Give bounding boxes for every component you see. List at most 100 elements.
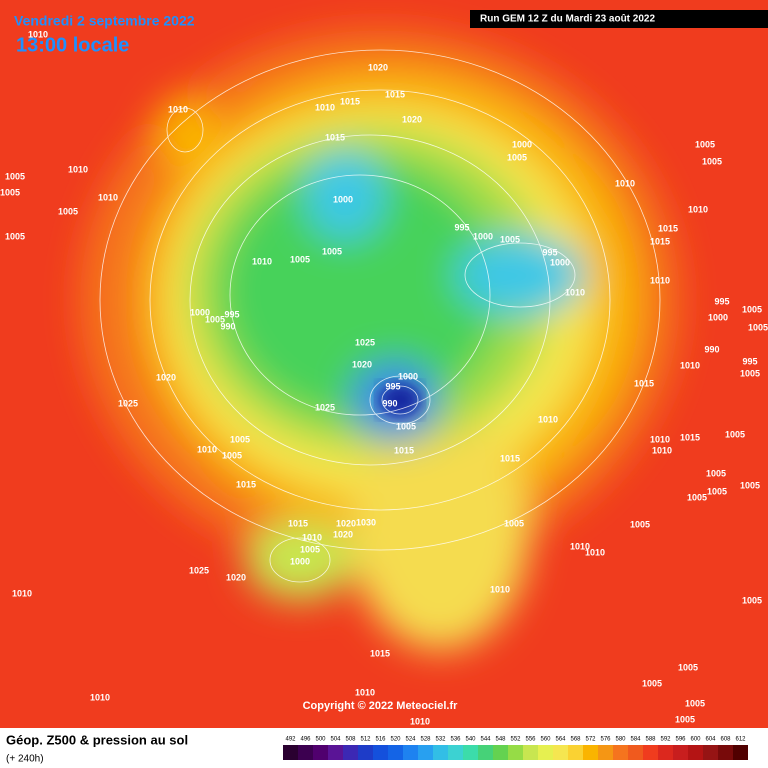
colorbar-tick: 548 bbox=[495, 737, 506, 743]
colorbar-swatch bbox=[568, 745, 583, 760]
pressure-label: 1000 bbox=[333, 194, 353, 204]
pressure-label: 1015 bbox=[658, 223, 678, 233]
colorbar-swatch bbox=[598, 745, 613, 760]
colorbar-swatch bbox=[658, 745, 673, 760]
colorbar-swatch bbox=[328, 745, 343, 760]
pressure-label: 1005 bbox=[740, 368, 760, 378]
colorbar-tick: 552 bbox=[510, 737, 521, 743]
colorbar-swatch bbox=[478, 745, 493, 760]
pressure-label: 1020 bbox=[156, 372, 176, 382]
pressure-label: 1010 bbox=[168, 104, 188, 114]
pressure-label: 1000 bbox=[708, 312, 728, 322]
colorbar-tick: 536 bbox=[450, 737, 461, 743]
pressure-label: 1005 bbox=[205, 314, 225, 324]
legend-lead: (+ 240h) bbox=[6, 754, 44, 765]
pressure-label: 995 bbox=[542, 247, 557, 257]
pressure-label: 1005 bbox=[706, 468, 726, 478]
colorbar-tick: 500 bbox=[315, 737, 326, 743]
colorbar-tick: 580 bbox=[615, 737, 626, 743]
colorbar-tick: 572 bbox=[585, 737, 596, 743]
pressure-label: 1010 bbox=[585, 547, 605, 557]
pressure-label: 1010 bbox=[680, 360, 700, 370]
pressure-label: 995 bbox=[454, 222, 469, 232]
pressure-label: 1005 bbox=[642, 678, 662, 688]
colorbar-swatch bbox=[628, 745, 643, 760]
pressure-label: 1020 bbox=[352, 359, 372, 369]
pressure-label: 1005 bbox=[507, 152, 527, 162]
pressure-label: 1005 bbox=[675, 714, 695, 724]
pressure-label: 1015 bbox=[370, 648, 390, 658]
pressure-label: 1010 bbox=[98, 192, 118, 202]
colorbar-swatch bbox=[298, 745, 313, 760]
pressure-label: 1015 bbox=[500, 453, 520, 463]
pressure-label: 1005 bbox=[742, 304, 762, 314]
colorbar-swatch bbox=[688, 745, 703, 760]
colorbar-tick: 504 bbox=[330, 737, 341, 743]
pressure-label: 1005 bbox=[725, 429, 745, 439]
colorbar-tick: 600 bbox=[690, 737, 701, 743]
pressure-label: 1015 bbox=[634, 378, 654, 388]
colorbar-tick: 604 bbox=[705, 737, 716, 743]
pressure-label: 1025 bbox=[315, 402, 335, 412]
pressure-label: 1030 bbox=[356, 517, 376, 527]
colorbar-swatch bbox=[673, 745, 688, 760]
pressure-label: 1025 bbox=[118, 398, 138, 408]
pressure-label: 1005 bbox=[504, 518, 524, 528]
time: 13:00 locale bbox=[16, 34, 129, 56]
pressure-label: 1005 bbox=[58, 206, 78, 216]
colorbar-swatch bbox=[373, 745, 388, 760]
colorbar-tick: 584 bbox=[630, 737, 641, 743]
colorbar-swatch bbox=[718, 745, 733, 760]
colorbar-tick: 564 bbox=[555, 737, 566, 743]
map bbox=[0, 0, 768, 728]
pressure-label: 990 bbox=[704, 344, 719, 354]
colorbar-swatch bbox=[643, 745, 658, 760]
colorbar-tick: 588 bbox=[645, 737, 656, 743]
colorbar-tick: 568 bbox=[570, 737, 581, 743]
pressure-label: 1000 bbox=[190, 307, 210, 317]
colorbar: 492 496 500 504 508 512 516 520 524 528 532 536 540 5… bbox=[283, 737, 748, 760]
pressure-label: 990 bbox=[220, 321, 235, 331]
pressure-label: 1010 bbox=[570, 541, 590, 551]
colorbar-swatch bbox=[613, 745, 628, 760]
colorbar-tick: 516 bbox=[375, 737, 386, 743]
colorbar-swatch bbox=[313, 745, 328, 760]
pressure-label: 1005 bbox=[500, 234, 520, 244]
pressure-label: 1005 bbox=[290, 254, 310, 264]
pressure-label: 1010 bbox=[565, 287, 585, 297]
pressure-label: 995 bbox=[742, 356, 757, 366]
pressure-label: 1010 bbox=[355, 687, 375, 697]
pressure-label: 1010 bbox=[538, 414, 558, 424]
pressure-label: 1005 bbox=[740, 480, 760, 490]
colorbar-swatch bbox=[433, 745, 448, 760]
colorbar-tick: 612 bbox=[735, 737, 746, 743]
colorbar-swatch bbox=[463, 745, 478, 760]
colorbar-tick: 520 bbox=[390, 737, 401, 743]
colorbar-tick: 496 bbox=[300, 737, 311, 743]
pressure-label: 1010 bbox=[315, 102, 335, 112]
colorbar-swatch bbox=[733, 745, 748, 760]
colorbar-swatch bbox=[448, 745, 463, 760]
colorbar-swatch bbox=[703, 745, 718, 760]
pressure-label: 1010 bbox=[197, 444, 217, 454]
pressure-label: 1010 bbox=[302, 532, 322, 542]
pressure-label: 1010 bbox=[12, 588, 32, 598]
legend-title: Géop. Z500 & pression au sol bbox=[6, 732, 188, 747]
colorbar-tick: 592 bbox=[660, 737, 671, 743]
pressure-label: 1015 bbox=[325, 132, 345, 142]
pressure-label: 990 bbox=[382, 398, 397, 408]
pressure-label: 1005 bbox=[5, 231, 25, 241]
pressure-label: 1010 bbox=[68, 164, 88, 174]
pressure-label: 995 bbox=[385, 381, 400, 391]
pressure-label: 1000 bbox=[512, 139, 532, 149]
colorbar-tick: 596 bbox=[675, 737, 686, 743]
pressure-label: 1020 bbox=[333, 529, 353, 539]
pressure-label: 1005 bbox=[748, 322, 768, 332]
colorbar-tick: 560 bbox=[540, 737, 551, 743]
pressure-label: 1005 bbox=[742, 595, 762, 605]
pressure-label: 1005 bbox=[230, 434, 250, 444]
pressure-label: 1000 bbox=[550, 257, 570, 267]
pressure-label: 1005 bbox=[702, 156, 722, 166]
